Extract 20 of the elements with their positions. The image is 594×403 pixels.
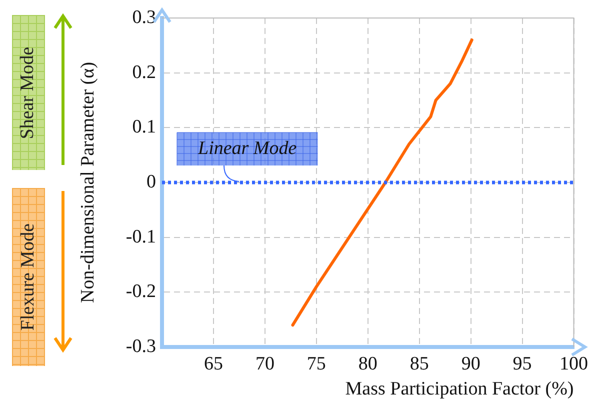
x-tick-label: 100 (560, 353, 588, 374)
x-tick-label: 70 (255, 353, 274, 374)
y-tick-label: -0.3 (126, 336, 156, 357)
y-axis-title: Non-dimensional Parameter (α) (77, 62, 98, 304)
x-tick-label: 75 (306, 353, 326, 374)
shear-label-box: Shear Mode (12, 15, 45, 170)
flexure-label-box: Flexure Mode (12, 188, 45, 366)
x-axis-title: Mass Participation Factor (%) (345, 378, 574, 400)
y-tick-label: 0.1 (132, 116, 156, 138)
y-tick-label: 0.2 (132, 62, 156, 83)
ref-line-label: Linear Mode (197, 138, 297, 159)
x-tick-label: 80 (358, 353, 378, 374)
y-tick-label: 0.3 (132, 6, 156, 28)
x-tick-label: 90 (461, 353, 480, 374)
x-tick-label: 65 (204, 353, 223, 374)
y-tick-label: -0.2 (126, 281, 156, 302)
y-tick-label: 0 (146, 171, 156, 192)
y-tick-label: -0.1 (126, 226, 156, 248)
x-tick-label: 85 (410, 353, 429, 374)
x-tick-label: 95 (512, 353, 532, 374)
